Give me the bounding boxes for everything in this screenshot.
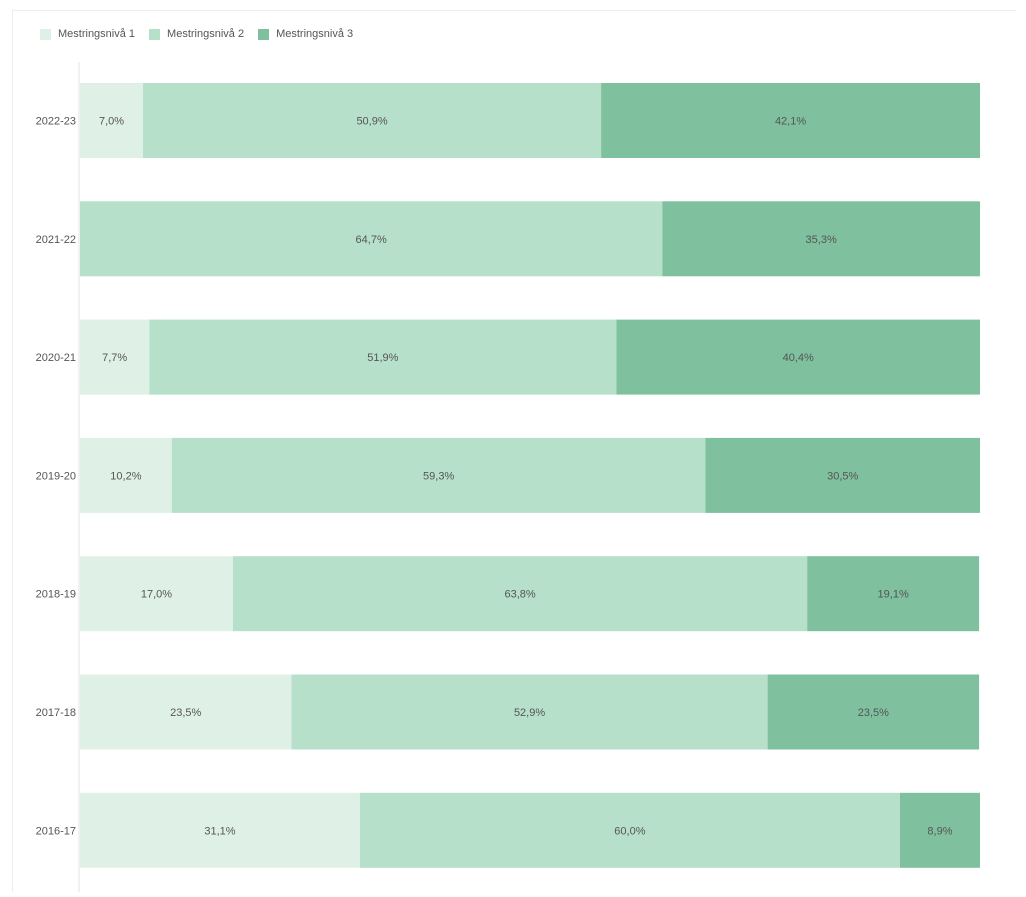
chart-frame xyxy=(12,10,1016,892)
legend-label-level-3: Mestringsnivå 3 xyxy=(276,28,354,40)
legend-swatch-level-1 xyxy=(40,28,51,40)
data-label-2018-19-level-2: 63,8% xyxy=(504,589,535,601)
category-label-2021-22: 2021-22 xyxy=(36,234,76,246)
legend-item-level-3[interactable]: Mestringsnivå 3 xyxy=(258,28,353,40)
data-label-2022-23-level-2: 50,9% xyxy=(356,116,387,128)
bar-segment-2022-23-level-1[interactable] xyxy=(80,83,143,158)
category-label-2019-20: 2019-20 xyxy=(36,470,76,482)
bar-segment-2021-22-level-2[interactable] xyxy=(80,201,663,277)
bar-segment-2021-22-level-3[interactable] xyxy=(662,201,980,277)
bar-segment-2020-21-level-1[interactable] xyxy=(80,319,150,395)
legend-item-level-1[interactable]: Mestringsnivå 1 xyxy=(40,28,135,40)
data-label-2020-21-level-3: 40,4% xyxy=(783,352,814,364)
bar-segment-2017-18-level-3[interactable] xyxy=(767,674,980,750)
bar-segment-2018-19-level-1[interactable] xyxy=(80,556,233,632)
data-label-2020-21-level-2: 51,9% xyxy=(367,352,398,364)
data-label-2016-17-level-1: 31,1% xyxy=(204,825,235,837)
category-label-2017-18: 2017-18 xyxy=(36,707,76,719)
bar-segment-2020-21-level-3[interactable] xyxy=(616,319,980,395)
data-label-2021-22-level-2: 64,7% xyxy=(356,234,387,246)
bar-segment-2016-17-level-3[interactable] xyxy=(899,792,980,868)
bar-segment-2018-19-level-2[interactable] xyxy=(233,556,808,632)
bar-segment-2022-23-level-2[interactable] xyxy=(143,83,602,158)
data-label-2018-19-level-1: 17,0% xyxy=(141,589,172,601)
data-label-2020-21-level-1: 7,7% xyxy=(102,352,127,364)
bar-segment-2016-17-level-2[interactable] xyxy=(359,792,900,868)
legend-swatch-level-3 xyxy=(258,28,270,40)
bar-segment-2017-18-level-2[interactable] xyxy=(291,674,768,750)
chart-legend: Mestringsnivå 1 Mestringsnivå 2 Mestring… xyxy=(40,28,367,40)
bar-segment-2019-20-level-2[interactable] xyxy=(171,437,706,513)
category-label-2016-17: 2016-17 xyxy=(36,825,76,837)
legend-label-level-1: Mestringsnivå 1 xyxy=(58,28,136,40)
data-label-2016-17-level-3: 8,9% xyxy=(927,825,952,837)
legend-swatch-level-2 xyxy=(149,28,161,40)
bar-segment-2020-21-level-2[interactable] xyxy=(149,319,617,395)
category-label-2022-23: 2022-23 xyxy=(36,116,76,128)
data-label-2022-23-level-1: 7,0% xyxy=(99,116,124,128)
category-label-2020-21: 2020-21 xyxy=(36,352,76,364)
data-label-2019-20-level-3: 30,5% xyxy=(827,470,858,482)
bar-segment-2018-19-level-3[interactable] xyxy=(807,556,980,632)
data-label-2019-20-level-2: 59,3% xyxy=(423,470,454,482)
legend-item-level-2[interactable]: Mestringsnivå 2 xyxy=(149,28,244,40)
data-label-2021-22-level-3: 35,3% xyxy=(806,234,837,246)
bar-segment-2017-18-level-1[interactable] xyxy=(80,674,292,750)
bar-segment-2019-20-level-3[interactable] xyxy=(705,437,981,513)
bar-segment-2022-23-level-3[interactable] xyxy=(601,83,980,158)
bar-segment-2019-20-level-1[interactable] xyxy=(80,437,172,513)
data-label-2017-18-level-3: 23,5% xyxy=(858,707,889,719)
data-label-2017-18-level-2: 52,9% xyxy=(514,707,545,719)
data-label-2022-23-level-3: 42,1% xyxy=(775,116,806,128)
data-label-2017-18-level-1: 23,5% xyxy=(170,707,201,719)
legend-label-level-2: Mestringsnivå 2 xyxy=(167,28,245,40)
data-label-2016-17-level-2: 60,0% xyxy=(614,825,645,837)
data-label-2018-19-level-3: 19,1% xyxy=(878,589,909,601)
bar-segment-2016-17-level-1[interactable] xyxy=(80,792,360,868)
category-label-2018-19: 2018-19 xyxy=(36,589,76,601)
data-label-2019-20-level-1: 10,2% xyxy=(110,470,141,482)
